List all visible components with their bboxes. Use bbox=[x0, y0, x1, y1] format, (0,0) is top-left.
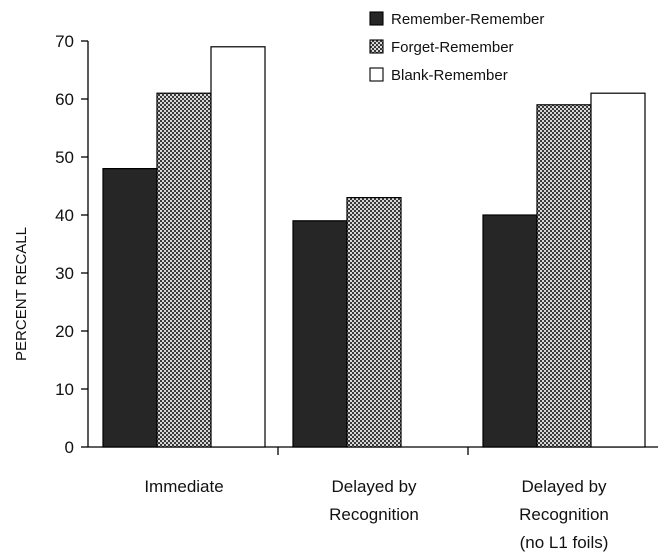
bar-blank-remember bbox=[590, 92, 646, 448]
x-tick-label: Delayed by bbox=[331, 477, 417, 496]
x-tick-label: Recognition bbox=[329, 505, 419, 524]
legend-swatch bbox=[369, 67, 384, 82]
legend-label: Remember-Remember bbox=[391, 11, 544, 28]
y-tick-label: 10 bbox=[55, 380, 74, 399]
y-tick-label: 20 bbox=[55, 322, 74, 341]
y-axis-label: PERCENT RECALL bbox=[13, 227, 30, 361]
bar-remember-remember bbox=[102, 168, 158, 448]
bar-forget-remember bbox=[156, 92, 212, 448]
x-tick-label: Recognition bbox=[519, 505, 609, 524]
legend: Remember-Remember Forget-Remember Blank-Re… bbox=[369, 11, 544, 84]
legend-swatch bbox=[369, 39, 384, 54]
y-tick-label: 70 bbox=[55, 32, 74, 51]
legend-label: Forget-Remember bbox=[391, 39, 514, 56]
tick-labels: 0 10 20 30 40 50 60 70 Immediate Delayed by Recogn… bbox=[55, 32, 609, 552]
y-tick-label: 50 bbox=[55, 148, 74, 167]
x-tick-label: Delayed by bbox=[521, 477, 607, 496]
y-tick-label: 40 bbox=[55, 206, 74, 225]
x-tick-label: Immediate bbox=[144, 477, 223, 496]
legend-label: Blank-Remember bbox=[391, 67, 508, 84]
bar-remember-remember bbox=[292, 220, 348, 448]
y-tick-label: 0 bbox=[65, 438, 74, 457]
y-tick-label: 60 bbox=[55, 90, 74, 109]
bar-forget-remember bbox=[346, 197, 402, 448]
bar-blank-remember bbox=[210, 46, 266, 448]
bar-forget-remember bbox=[536, 104, 592, 448]
x-tick-label: (no L1 foils) bbox=[520, 533, 609, 552]
legend-swatch bbox=[369, 11, 384, 26]
y-tick-label: 30 bbox=[55, 264, 74, 283]
bar-remember-remember bbox=[482, 214, 538, 448]
bars bbox=[102, 46, 646, 448]
